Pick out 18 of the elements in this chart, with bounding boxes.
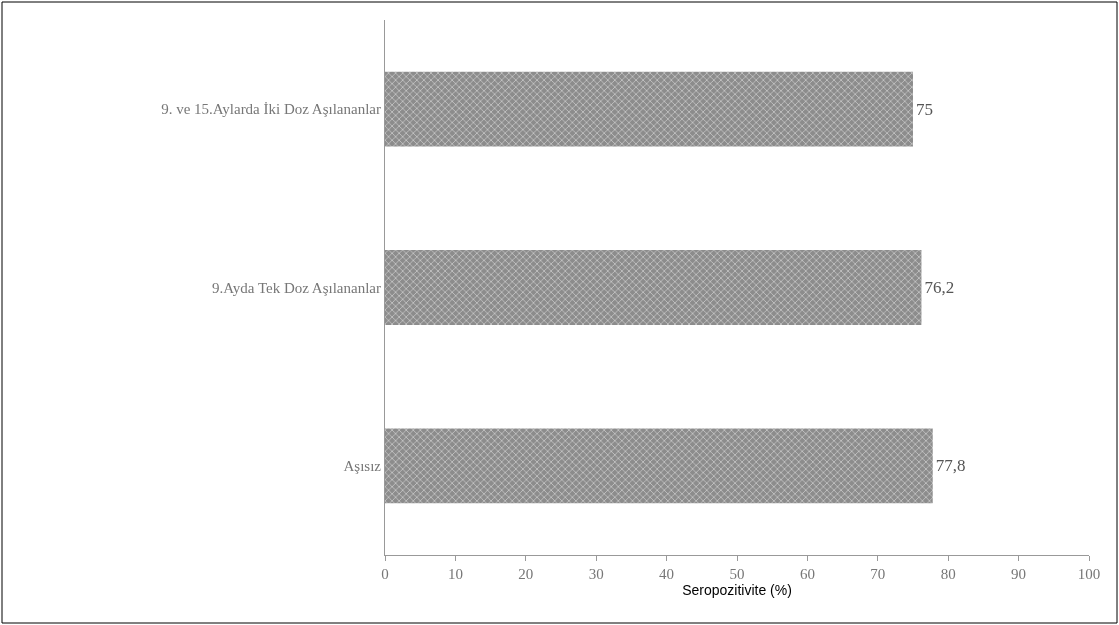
x-tick-label: 20 [518, 566, 534, 582]
x-axis-title: Seropozitivite (%) [682, 582, 792, 598]
data-label: 77,8 [935, 456, 966, 476]
x-tick-label: 40 [659, 566, 675, 582]
data-label: 76,2 [924, 278, 955, 297]
x-tick-label: 80 [940, 566, 956, 582]
x-tick-label: 0 [381, 566, 389, 582]
x-tick-label: 60 [799, 566, 815, 582]
x-tick-label: 30 [588, 566, 604, 582]
y-tick-label: 9. ve 15.Aylarda İki Doz Aşılananlar [161, 101, 381, 118]
x-tick-label: 50 [729, 566, 745, 582]
y-tick-label: 9.Ayda Tek Doz Aşılananlar [212, 279, 381, 296]
x-tick-label: 10 [447, 566, 463, 582]
data-label: 75 [916, 99, 933, 119]
x-tick-label: 70 [870, 566, 886, 582]
x-tick-label: 90 [1011, 566, 1027, 582]
x-tick-label: 100 [1077, 566, 1101, 582]
y-tick-label: Aşısız [343, 458, 382, 475]
